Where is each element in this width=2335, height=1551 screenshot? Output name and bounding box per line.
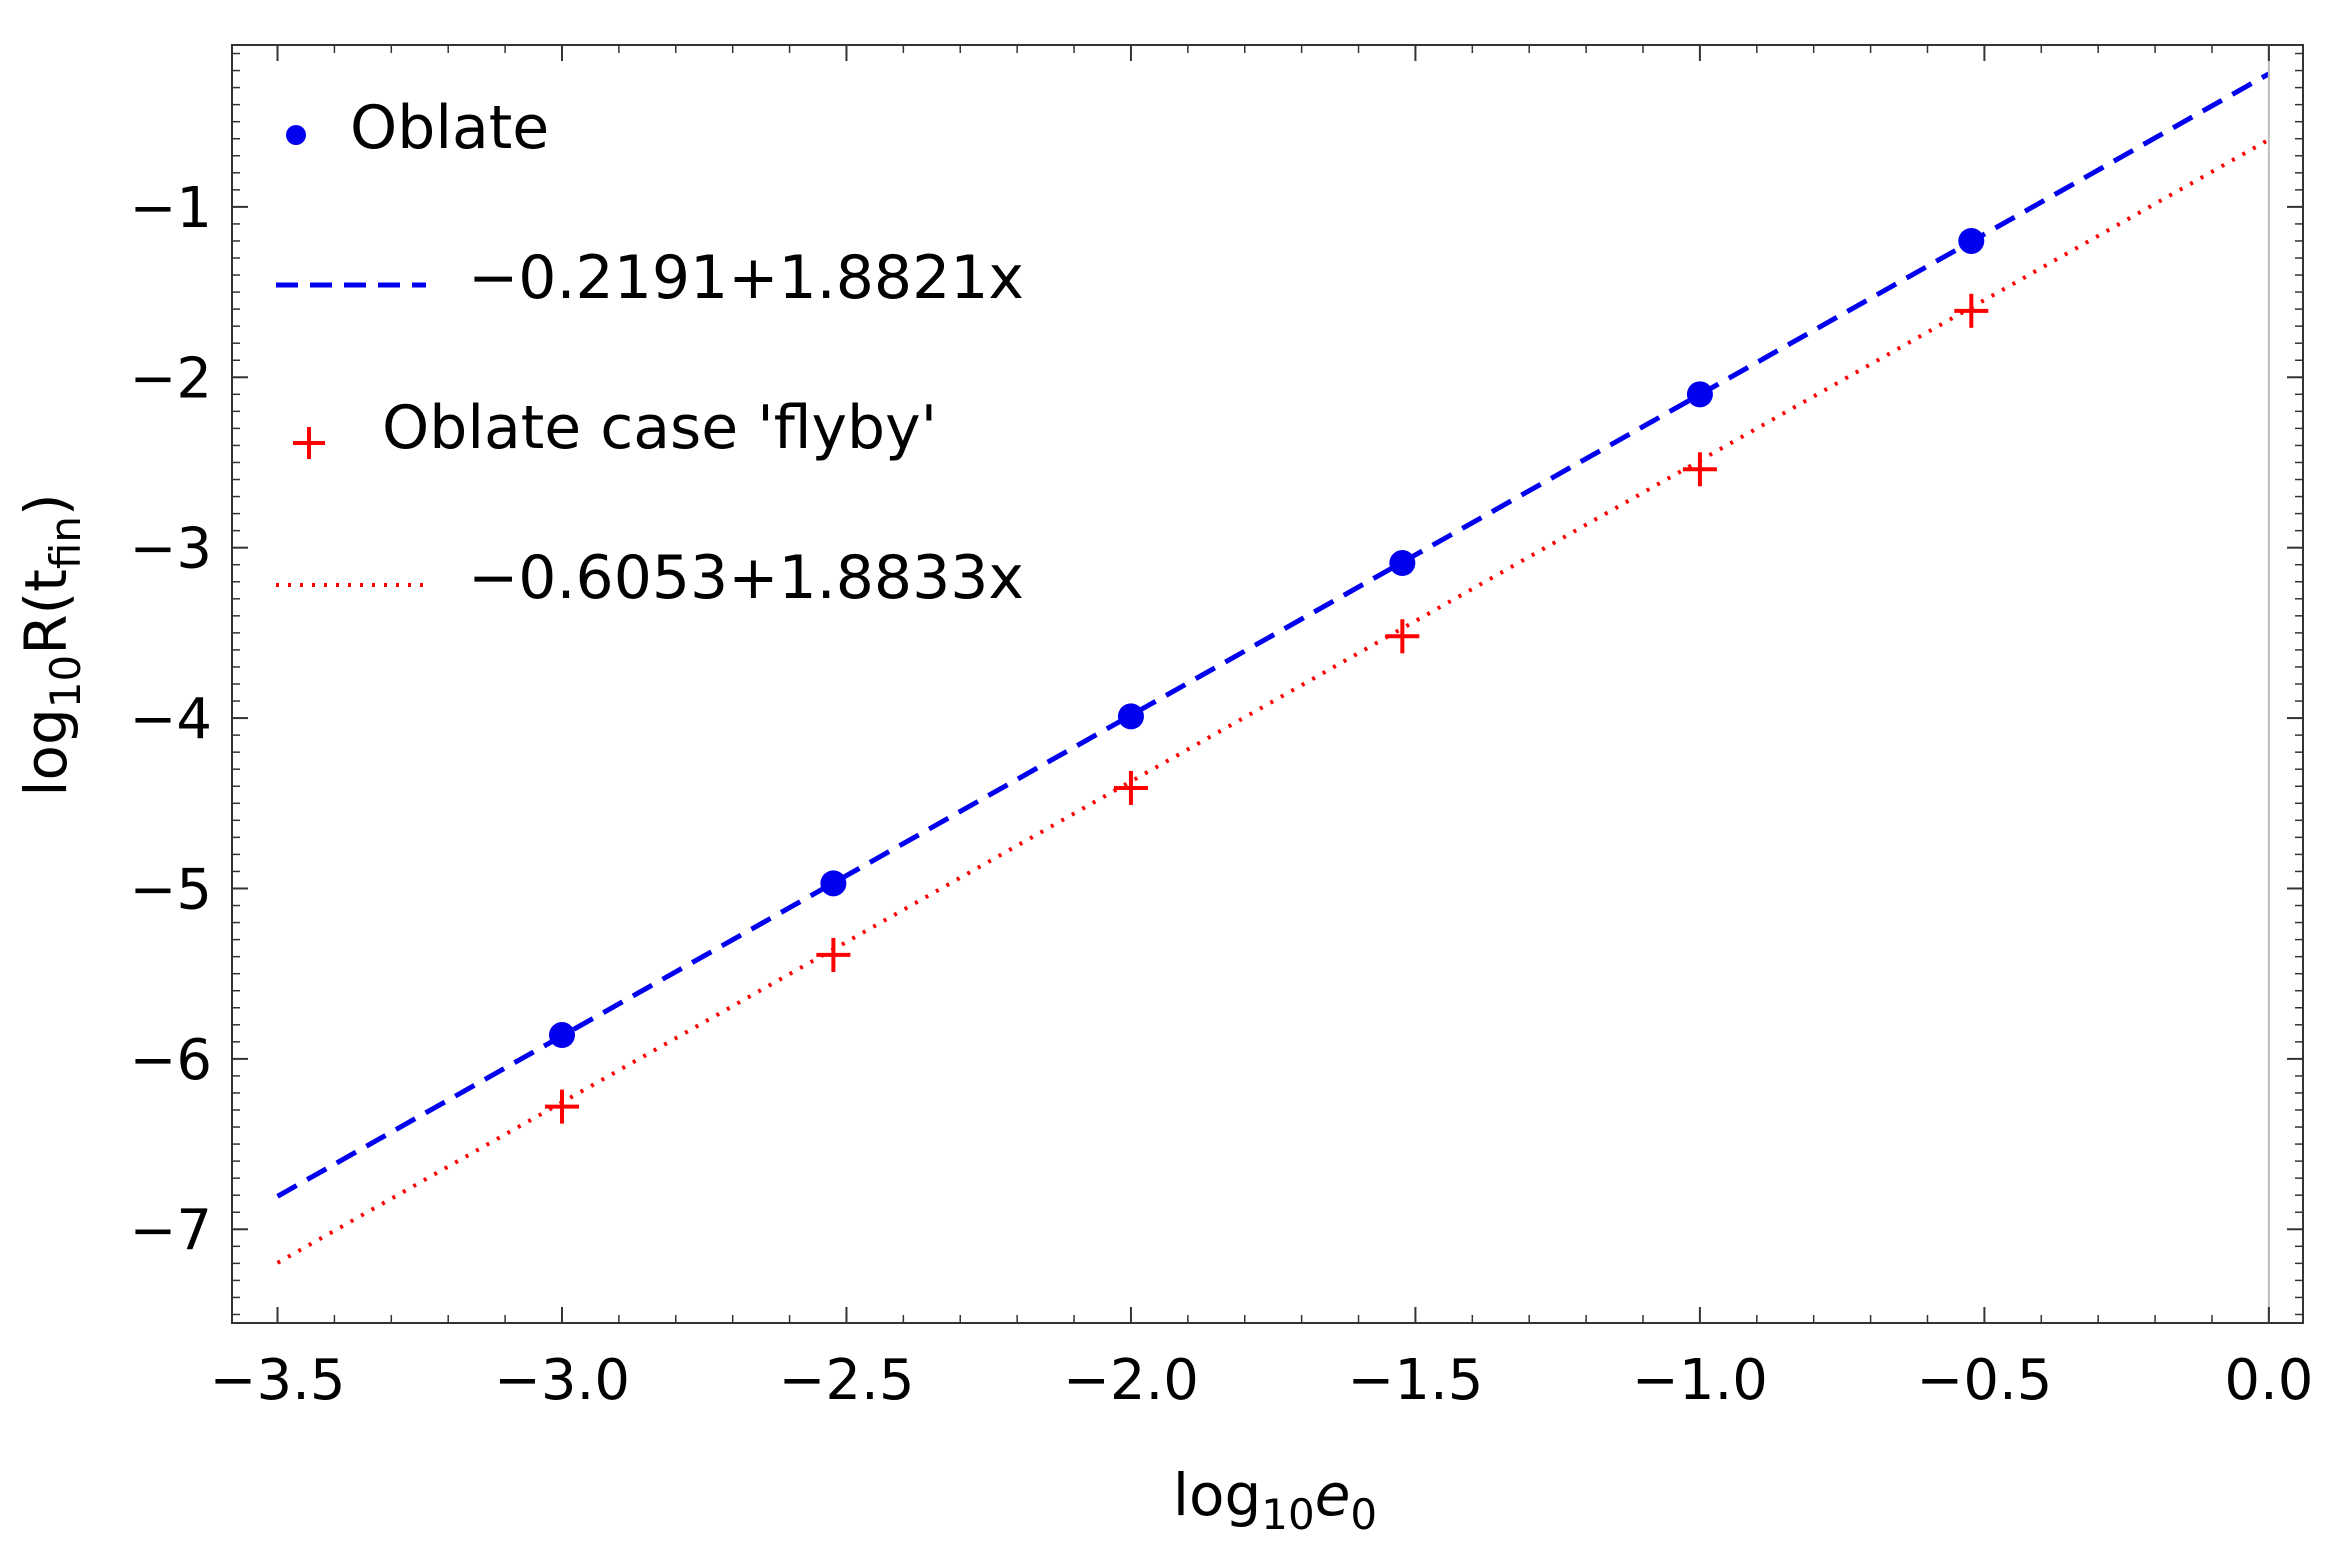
legend-flyby-plus-icon bbox=[293, 427, 325, 459]
y-tick-label: −3 bbox=[129, 517, 212, 582]
x-axis-ticks: −3.5 −3.0 −2.5 −2.0 −1.5 −1.0 −0.5 0.0 bbox=[210, 45, 2313, 1413]
y-axis-label-base: log bbox=[12, 708, 80, 796]
flyby-data-point bbox=[1113, 770, 1148, 805]
y-tick-label: −2 bbox=[129, 346, 212, 411]
oblate-data-point bbox=[1958, 227, 1985, 254]
legend-oblate-label: Oblate bbox=[350, 93, 549, 163]
legend-flyby-label: Oblate case 'flyby' bbox=[382, 393, 937, 463]
y-tick-label: −6 bbox=[129, 1028, 212, 1093]
y-tick-label: −5 bbox=[129, 857, 212, 922]
flyby-data-point bbox=[1385, 619, 1420, 654]
legend: Oblate −0.2191+1.8821x Oblate case 'flyb… bbox=[276, 93, 1024, 613]
x-tick-label: −1.0 bbox=[1632, 1348, 1768, 1413]
y-axis-label: log10R(tfin) bbox=[12, 493, 90, 796]
y-axis-label-base-sub: 10 bbox=[41, 655, 90, 708]
oblate-fit-line bbox=[276, 71, 2271, 1199]
oblate-data-point bbox=[1389, 550, 1416, 577]
x-axis-label-base-sub: 10 bbox=[1261, 1490, 1314, 1539]
oblate-data-point bbox=[1686, 381, 1713, 408]
x-tick-label: −2.5 bbox=[778, 1348, 914, 1413]
flyby-data-point bbox=[816, 937, 851, 972]
x-tick-label: 0.0 bbox=[2224, 1348, 2313, 1413]
x-axis-label-base: log bbox=[1173, 1461, 1261, 1529]
y-axis-label-inner-sub: fin bbox=[41, 516, 90, 569]
x-tick-label: −2.0 bbox=[1063, 1348, 1199, 1413]
y-axis-label-main: R(t bbox=[12, 569, 80, 655]
y-tick-label: −4 bbox=[129, 687, 212, 752]
oblate-data-point bbox=[820, 870, 847, 897]
x-axis-label-var-sub: 0 bbox=[1350, 1490, 1377, 1539]
legend-flyby-fit-label: −0.6053+1.8833x bbox=[468, 543, 1024, 613]
flyby-data-point bbox=[544, 1089, 579, 1124]
legend-oblate-dot-icon bbox=[286, 125, 306, 145]
x-tick-label: −1.5 bbox=[1347, 1348, 1483, 1413]
x-tick-label: −3.5 bbox=[210, 1348, 346, 1413]
x-tick-label: −3.0 bbox=[494, 1348, 630, 1413]
y-axis-label-close: ) bbox=[12, 493, 80, 516]
flyby-data-point bbox=[1682, 452, 1717, 487]
oblate-data-point bbox=[1117, 703, 1144, 730]
y-tick-label: −1 bbox=[129, 176, 212, 241]
y-axis-ticks: −7 −6 −5 −4 −3 −2 −1 bbox=[129, 52, 2303, 1316]
x-tick-label: −0.5 bbox=[1916, 1348, 2052, 1413]
flyby-data-point bbox=[1954, 293, 1989, 328]
plot-area bbox=[276, 71, 2271, 1265]
x-axis-label: log10e0 bbox=[1173, 1461, 1377, 1539]
legend-oblate-fit-label: −0.2191+1.8821x bbox=[468, 243, 1024, 313]
y-tick-label: −7 bbox=[129, 1198, 212, 1263]
oblate-data-point bbox=[548, 1022, 575, 1049]
x-axis-label-var: e bbox=[1315, 1461, 1351, 1529]
